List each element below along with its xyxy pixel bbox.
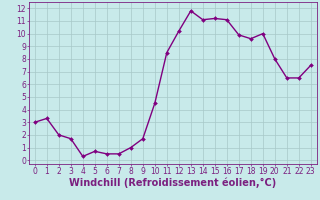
X-axis label: Windchill (Refroidissement éolien,°C): Windchill (Refroidissement éolien,°C)	[69, 177, 276, 188]
